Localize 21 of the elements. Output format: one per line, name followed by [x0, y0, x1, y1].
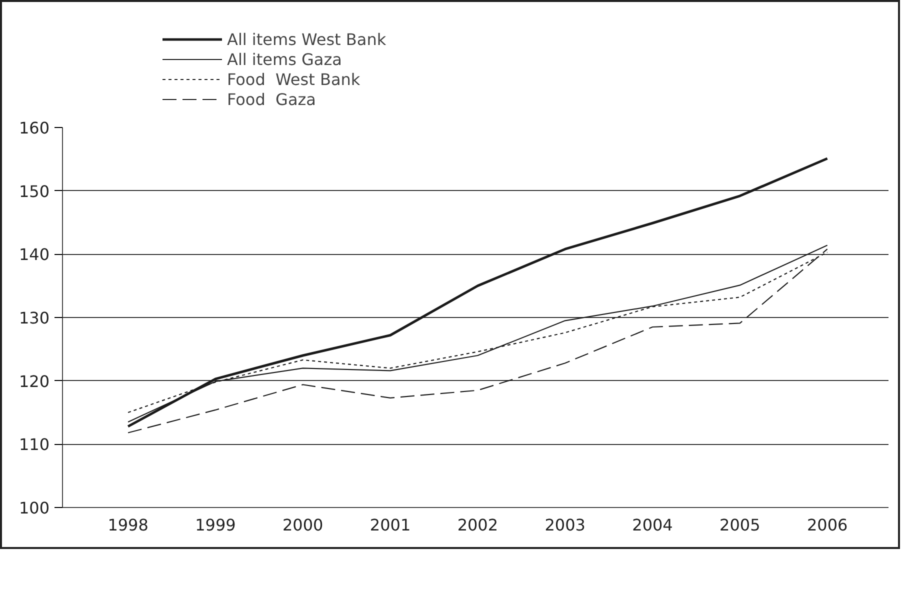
y-tick-label: 100: [18, 498, 50, 518]
y-tick-label: 130: [18, 308, 50, 328]
y-tick-label: 140: [18, 245, 50, 264]
y-tick-label: 110: [18, 435, 50, 454]
x-tick-label: 1998: [108, 516, 148, 534]
x-tick-label: 2000: [282, 516, 324, 534]
legend-label: All items Gaza: [227, 50, 342, 68]
line-series: [126, 157, 829, 428]
x-tick-label: 2005: [720, 516, 760, 534]
x-tick-label: 2006: [806, 516, 848, 534]
y-tick-label: 120: [18, 372, 50, 391]
x-tick-label: 1999: [195, 516, 236, 534]
legend-label: Food Gaza: [227, 90, 316, 108]
x-tick-label: 2003: [544, 516, 586, 534]
legend-label: Food West Bank: [227, 70, 360, 88]
y-tick-label: 160: [18, 118, 50, 138]
y-tick-label: 150: [18, 182, 50, 201]
x-tick-label: 2004: [632, 516, 673, 534]
x-tick-label: 2002: [457, 516, 498, 534]
x-tick-label: 2001: [370, 516, 411, 534]
legend-label: All items West Bank: [227, 30, 386, 48]
